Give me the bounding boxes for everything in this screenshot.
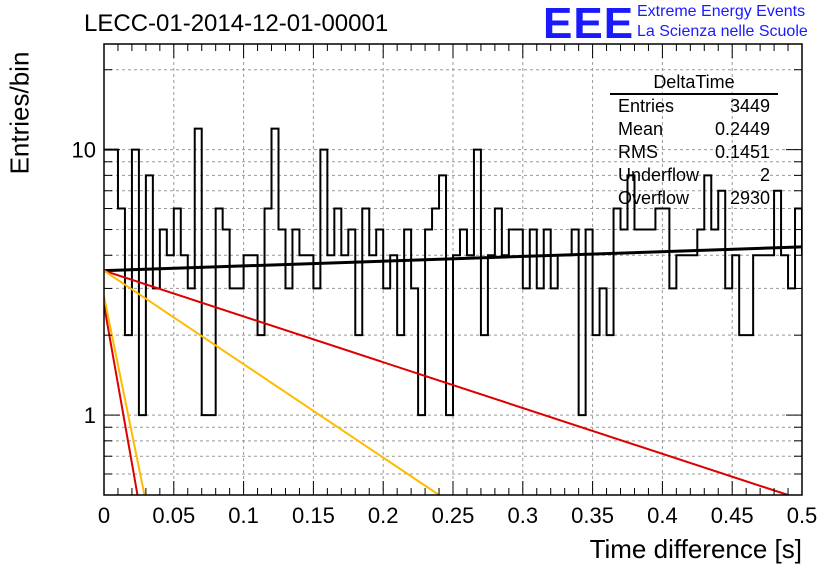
y-tick-label: 1 xyxy=(84,403,96,428)
stats-value: 2 xyxy=(759,165,770,185)
histogram-step-line xyxy=(104,127,802,417)
stats-label: Overflow xyxy=(618,188,690,208)
x-tick-label: 0.4 xyxy=(647,503,678,528)
stats-row-rms: RMS 0.1451 xyxy=(610,141,778,164)
fit-line xyxy=(104,245,802,273)
stats-label: Underflow xyxy=(618,165,700,185)
chart-title: LECC-01-2014-12-01-00001 xyxy=(84,10,389,37)
stats-value: 3449 xyxy=(729,96,770,116)
stats-label: Entries xyxy=(618,96,675,116)
eee-logo-mark: EEE xyxy=(543,0,635,48)
fit-line xyxy=(104,296,146,495)
stats-value: 0.2449 xyxy=(714,119,770,139)
stats-value: 2930 xyxy=(729,188,770,208)
x-axis-label: Time difference [s] xyxy=(589,534,802,564)
fit-line xyxy=(104,269,440,495)
stats-label: Mean xyxy=(618,119,664,139)
x-tick-label: 0.5 xyxy=(787,503,818,528)
x-tick-label: 0.05 xyxy=(152,503,195,528)
x-tick-label: 0.3 xyxy=(508,503,539,528)
x-tick-label: 0.35 xyxy=(571,503,614,528)
stats-box: DeltaTime Entries 3449 Mean 0.2449 RMS 0.14… xyxy=(610,72,778,210)
x-tick-label: 0.45 xyxy=(711,503,754,528)
stats-row-entries: Entries 3449 xyxy=(610,95,778,118)
stats-row-underflow: Underflow 2 xyxy=(610,164,778,187)
x-tick-label: 0.25 xyxy=(432,503,475,528)
fit-line xyxy=(104,304,139,495)
logo-text-line1: Extreme Energy Events xyxy=(637,3,806,20)
x-tick-label: 0 xyxy=(98,503,110,528)
y-tick-label: 10 xyxy=(72,138,96,163)
fit-line xyxy=(104,269,789,495)
stats-row-overflow: Overflow 2930 xyxy=(610,187,778,210)
y-axis-label: Entries/bin xyxy=(4,51,35,175)
stats-row-mean: Mean 0.2449 xyxy=(610,118,778,141)
stats-title: DeltaTime xyxy=(610,72,778,95)
x-tick-label: 0.2 xyxy=(368,503,399,528)
x-tick-label: 0.1 xyxy=(228,503,259,528)
logo-text-line2: La Scienza nelle Scuole xyxy=(637,23,808,40)
x-tick-label: 0.15 xyxy=(292,503,335,528)
stats-label: RMS xyxy=(618,142,658,162)
stats-value: 0.1451 xyxy=(714,142,770,162)
